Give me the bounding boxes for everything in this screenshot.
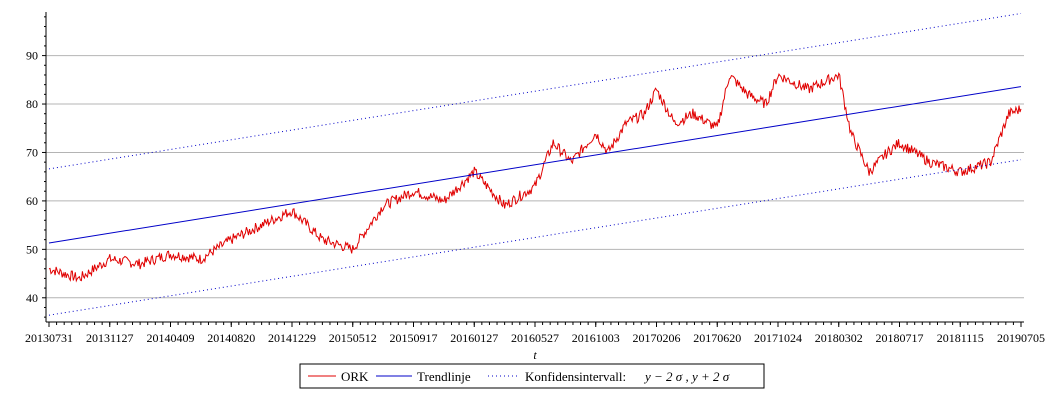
x-axis-title: t	[533, 348, 537, 362]
series-trendlinje	[48, 86, 1022, 244]
y-ticks: 40 50 60 70 80 90	[26, 16, 46, 318]
x-tick-label-20180302: 20180302	[815, 331, 863, 345]
x-tick-label-20140409: 20140409	[147, 331, 195, 345]
axes	[45, 12, 1024, 323]
series-konfidensintervall-lower	[48, 159, 1022, 316]
legend-label-trendlinje: Trendlinje	[417, 369, 471, 384]
series-konfidensintervall-upper	[48, 13, 1022, 170]
y-tick-label-90: 90	[26, 49, 38, 63]
x-tick-label-20131127: 20131127	[86, 331, 134, 345]
x-tick-label-20141229: 20141229	[268, 331, 316, 345]
y-tick-label-80: 80	[26, 97, 38, 111]
x-tick-label-20150917: 20150917	[390, 331, 438, 345]
x-tick-label-20171024: 20171024	[754, 331, 802, 345]
x-tick-label-20181115: 20181115	[937, 331, 984, 345]
x-tick-label-20160127: 20160127	[450, 331, 498, 345]
x-tick-label-20160527: 20160527	[511, 331, 559, 345]
x-tick-label-20150512: 20150512	[329, 331, 377, 345]
legend-formula-konfidensintervall: y − 2 σ , y + 2 σ	[643, 369, 730, 384]
x-tick-label-20180717: 20180717	[876, 331, 924, 345]
series-layer	[48, 13, 1022, 316]
x-tick-label-20170206: 20170206	[633, 331, 681, 345]
gridlines	[46, 55, 1024, 299]
series-ork	[48, 72, 1022, 283]
y-tick-label-60: 60	[26, 194, 38, 208]
legend-label-ork: ORK	[341, 369, 369, 384]
x-tick-label-20140820: 20140820	[207, 331, 255, 345]
legend-label-konfidensintervall: Konfidensintervall:	[525, 369, 626, 384]
x-tick-label-20130731: 20130731	[25, 331, 73, 345]
y-tick-label-70: 70	[26, 145, 38, 159]
x-ticks: 20130731 20131127 20140409 20140820 20141229…	[25, 322, 1045, 345]
legend: ORK Trendlinje Konfidensintervall: y − 2…	[299, 363, 765, 389]
x-tick-label-20161003: 20161003	[572, 331, 620, 345]
x-tick-label-20190705: 20190705	[997, 331, 1045, 345]
y-tick-label-40: 40	[26, 291, 38, 305]
x-tick-label-20170620: 20170620	[693, 331, 741, 345]
y-tick-label-50: 50	[26, 242, 38, 256]
